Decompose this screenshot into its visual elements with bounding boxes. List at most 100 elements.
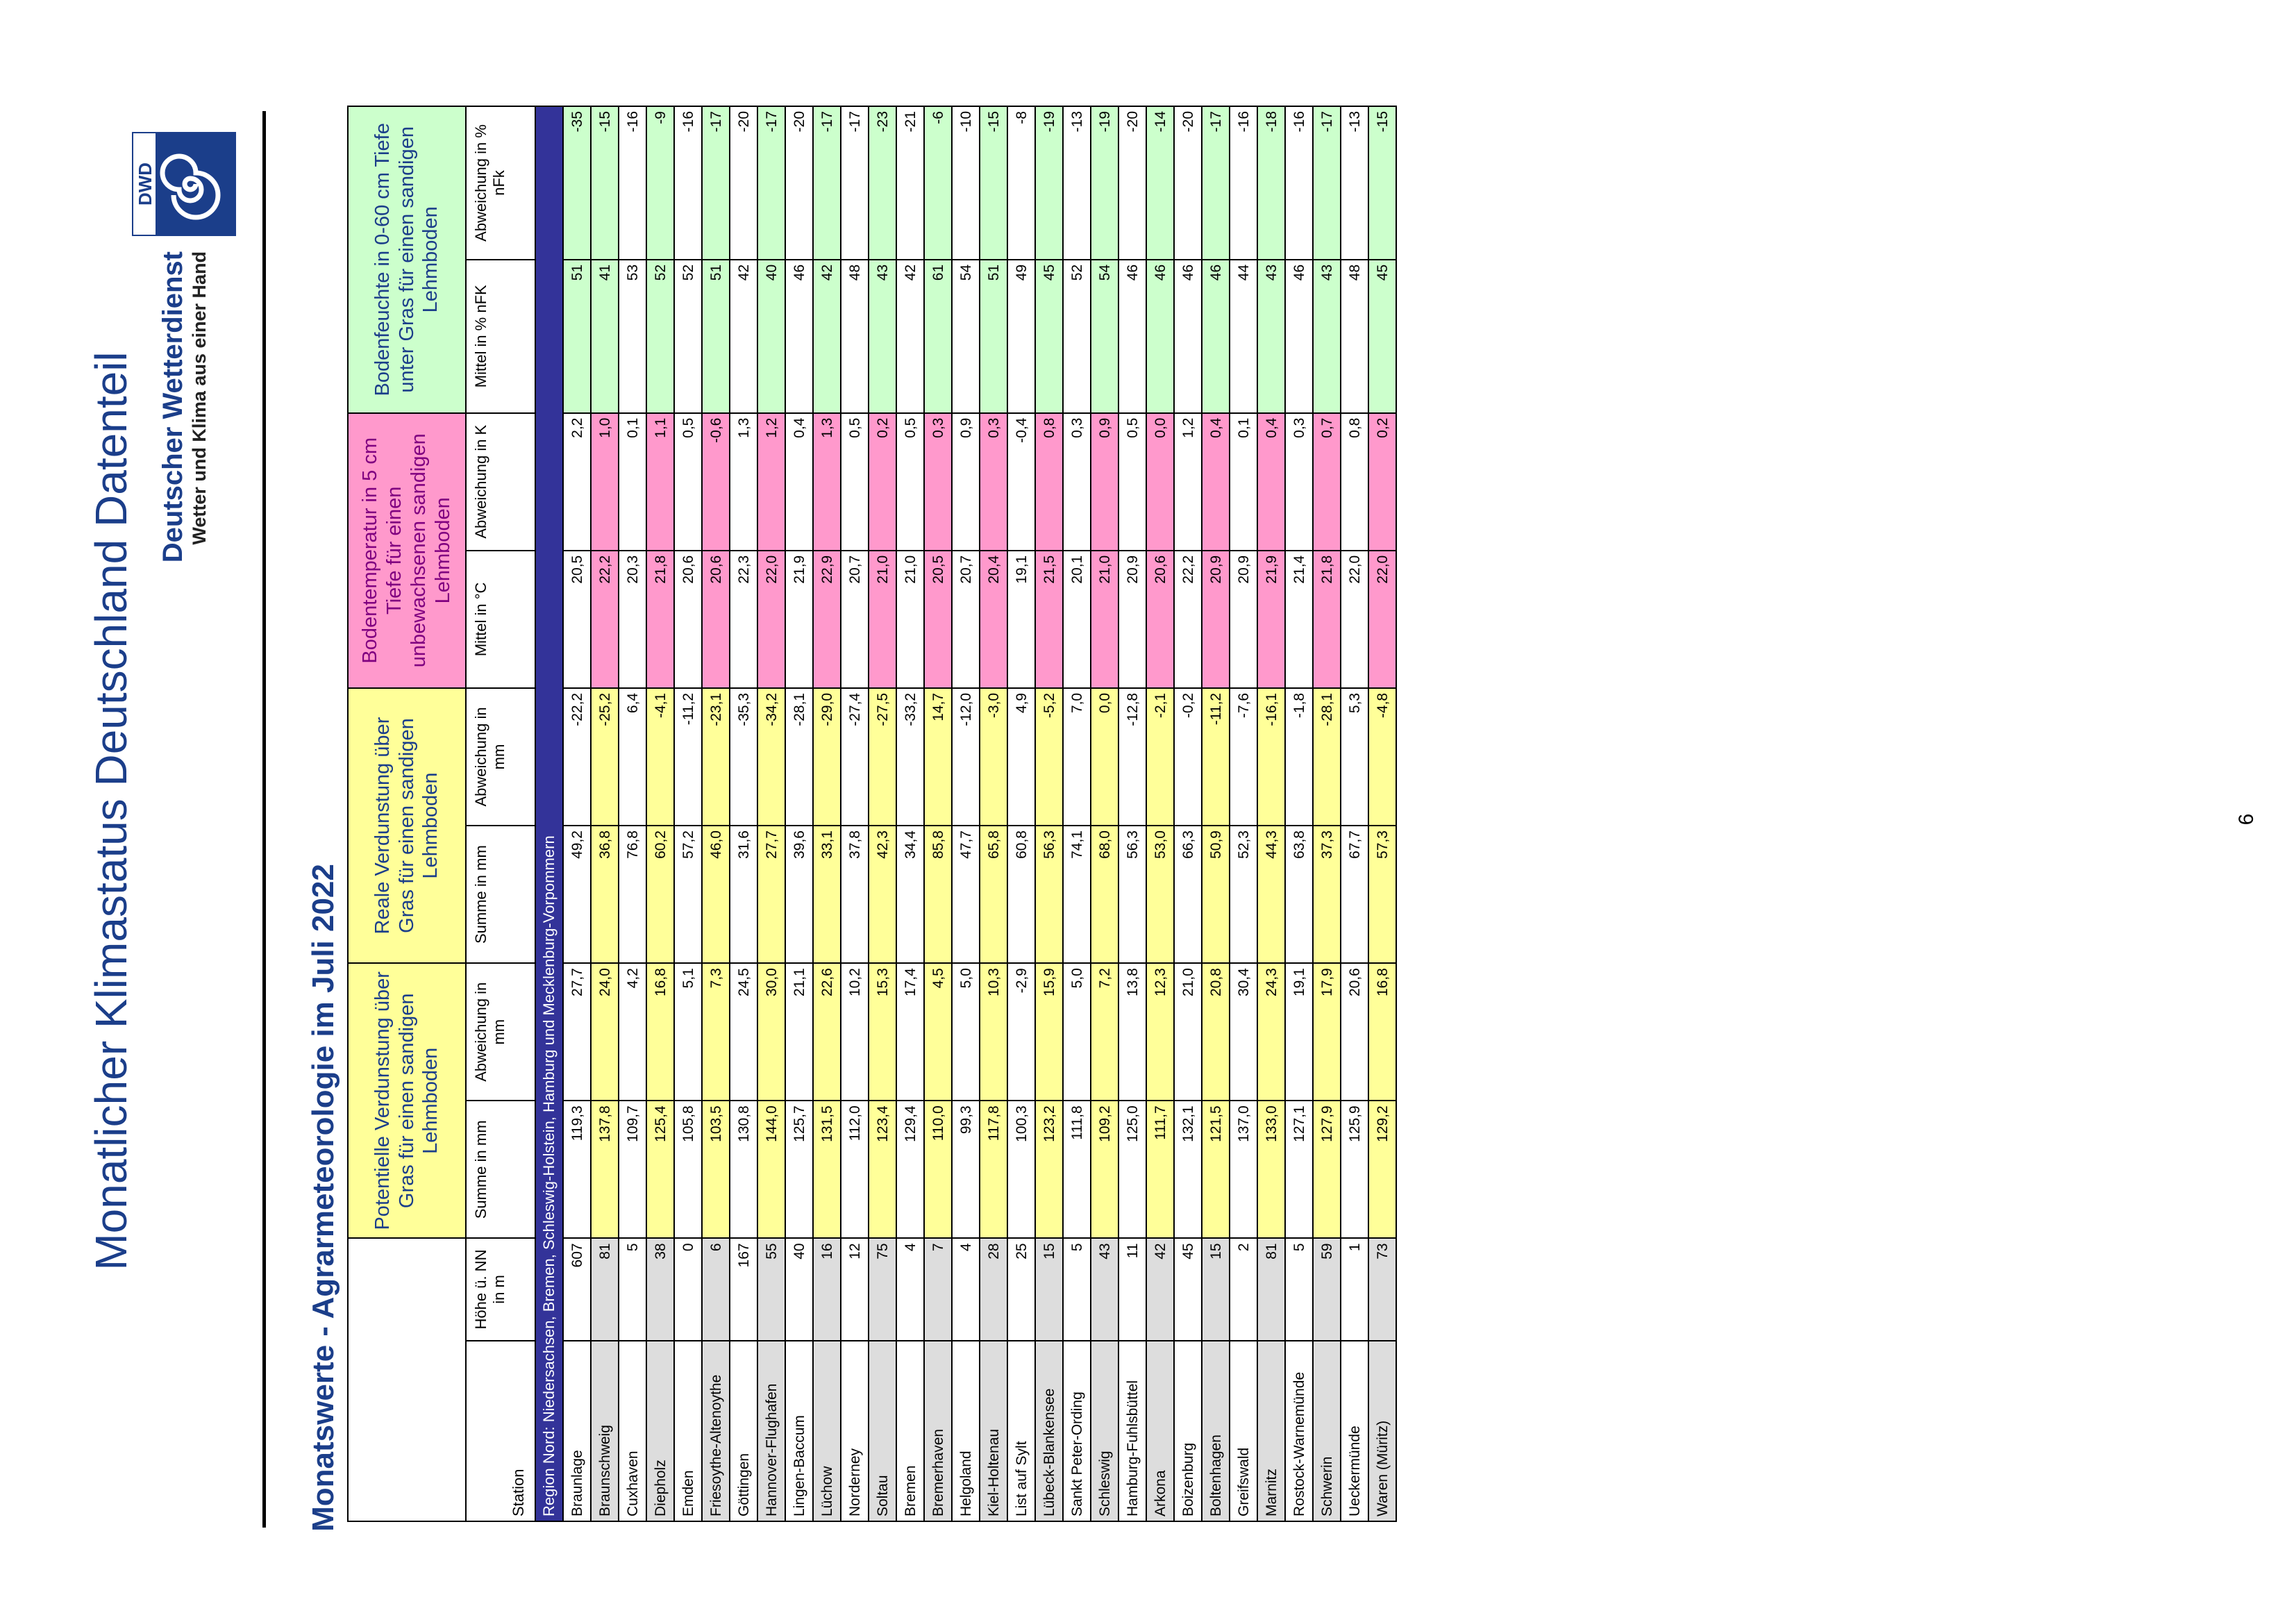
value-cell-md: -13 xyxy=(1063,106,1091,260)
station-cell: Greifswald xyxy=(1230,1340,1257,1521)
value-cell-mm: 42 xyxy=(730,259,757,413)
hoehe-cell: 5 xyxy=(619,1238,646,1341)
value-cell-md: -9 xyxy=(646,106,674,260)
table-row: Arkona 42 111,7 12,3 53,0 -2,1 20,6 0,0 46 -14 xyxy=(1146,106,1174,1521)
value-cell-md: -16 xyxy=(619,106,646,260)
table-row: Ueckermünde 1 125,9 20,6 67,7 5,3 22,0 0,8 48 -13 xyxy=(1341,106,1368,1521)
table-row: Diepholz 38 125,4 16,8 60,2 -4,1 21,8 1,1 52 -9 xyxy=(646,106,674,1521)
value-cell-md: -17 xyxy=(1202,106,1230,260)
value-cell-mm: 44 xyxy=(1230,259,1257,413)
value-cell-td: 0,8 xyxy=(1035,412,1063,551)
hoehe-cell: 55 xyxy=(757,1238,785,1341)
value-cell-rs: 67,7 xyxy=(1341,826,1368,964)
value-cell-pd: 12,3 xyxy=(1146,963,1174,1101)
station-cell: Waren (Müritz) xyxy=(1368,1340,1396,1521)
value-cell-rs: 49,2 xyxy=(563,826,591,964)
value-cell-md: -17 xyxy=(702,106,730,260)
value-cell-md: -17 xyxy=(841,106,869,260)
col-header-real-dev: Abweichung in mm xyxy=(466,687,535,826)
value-cell-pd: 4,5 xyxy=(924,963,952,1101)
value-cell-td: 0,1 xyxy=(619,412,646,551)
value-cell-pd: 10,2 xyxy=(841,963,869,1101)
station-cell: Boltenhagen xyxy=(1202,1340,1230,1521)
value-cell-ps: 99,3 xyxy=(952,1101,980,1239)
col-header-pot-sum: Summe in mm xyxy=(466,1101,535,1239)
value-cell-tm: 22,2 xyxy=(591,550,619,688)
table-row: Waren (Müritz) 73 129,2 16,8 57,3 -4,8 22,0 0,2… xyxy=(1368,106,1396,1521)
value-cell-td: 0,3 xyxy=(1285,412,1313,551)
value-cell-td: 1,1 xyxy=(646,412,674,551)
station-cell: Lüchow xyxy=(813,1340,841,1521)
value-cell-ps: 111,7 xyxy=(1146,1101,1174,1239)
value-cell-rs: 37,3 xyxy=(1313,826,1341,964)
value-cell-ps: 127,1 xyxy=(1285,1101,1313,1239)
data-table: Potentielle Verdunstung über Gras für ei… xyxy=(347,106,1397,1522)
col-header-moist-mean: Mittel in % nFK xyxy=(466,259,535,413)
value-cell-rd: -23,1 xyxy=(702,687,730,826)
value-cell-md: -16 xyxy=(1230,106,1257,260)
value-cell-tm: 21,9 xyxy=(1257,550,1285,688)
value-cell-rs: 68,0 xyxy=(1091,826,1118,964)
hoehe-cell: 38 xyxy=(646,1238,674,1341)
value-cell-mm: 46 xyxy=(785,259,813,413)
col-header-hoehe: Höhe ü. NN in m xyxy=(466,1238,535,1341)
value-cell-rd: -12,0 xyxy=(952,687,980,826)
table-row: Marnitz 81 133,0 24,3 44,3 -16,1 21,9 0,4 43 -18 xyxy=(1257,106,1285,1521)
station-cell: Friesoythe-Altenoythe xyxy=(702,1340,730,1521)
value-cell-md: -15 xyxy=(591,106,619,260)
station-cell: Cuxhaven xyxy=(619,1340,646,1521)
logo-mark-text: DWD xyxy=(135,162,156,206)
value-cell-mm: 51 xyxy=(702,259,730,413)
station-cell: Emden xyxy=(674,1340,702,1521)
value-cell-mm: 52 xyxy=(674,259,702,413)
value-cell-rd: 0,0 xyxy=(1091,687,1118,826)
value-cell-md: -16 xyxy=(674,106,702,260)
table-row: Cuxhaven 5 109,7 4,2 76,8 6,4 20,3 0,1 53 -16 xyxy=(619,106,646,1521)
region-label: Region Nord: Niedersachsen, Bremen, Schl… xyxy=(535,106,563,1521)
station-cell: Marnitz xyxy=(1257,1340,1285,1521)
value-cell-pd: 27,7 xyxy=(563,963,591,1101)
value-cell-rs: 39,6 xyxy=(785,826,813,964)
value-cell-tm: 22,0 xyxy=(757,550,785,688)
value-cell-pd: 15,3 xyxy=(869,963,896,1101)
value-cell-td: -0,4 xyxy=(1007,412,1035,551)
col-header-real-sum: Summe in mm xyxy=(466,826,535,964)
value-cell-pd: 4,2 xyxy=(619,963,646,1101)
value-cell-td: 0,5 xyxy=(674,412,702,551)
value-cell-rd: 4,9 xyxy=(1007,687,1035,826)
value-cell-ps: 109,7 xyxy=(619,1101,646,1239)
value-cell-tm: 20,3 xyxy=(619,550,646,688)
station-cell: Braunlage xyxy=(563,1340,591,1521)
value-cell-rd: -11,2 xyxy=(674,687,702,826)
header-blank xyxy=(348,1238,466,1521)
value-cell-mm: 61 xyxy=(924,259,952,413)
value-cell-td: 0,1 xyxy=(1230,412,1257,551)
value-cell-rs: 46,0 xyxy=(702,826,730,964)
value-cell-tm: 20,4 xyxy=(980,550,1007,688)
table-row: Braunlage 607 119,3 27,7 49,2 -22,2 20,5 2,2 51-… xyxy=(563,106,591,1521)
value-cell-td: 0,3 xyxy=(1063,412,1091,551)
value-cell-ps: 103,5 xyxy=(702,1101,730,1239)
value-cell-md: -16 xyxy=(1285,106,1313,260)
hoehe-cell: 4 xyxy=(896,1238,924,1341)
table-row: Göttingen 167 130,8 24,5 31,6 -35,3 22,3 1,3 42-… xyxy=(730,106,757,1521)
logo-text: Deutscher Wetterdienst Wetter und Klima … xyxy=(158,251,210,590)
value-cell-mm: 43 xyxy=(1313,259,1341,413)
value-cell-mm: 45 xyxy=(1368,259,1396,413)
value-cell-tm: 21,0 xyxy=(869,550,896,688)
value-cell-tm: 20,5 xyxy=(563,550,591,688)
hoehe-cell: 5 xyxy=(1285,1238,1313,1341)
value-cell-td: 0,3 xyxy=(980,412,1007,551)
value-cell-ps: 119,3 xyxy=(563,1101,591,1239)
value-cell-rs: 42,3 xyxy=(869,826,896,964)
value-cell-pd: 5,0 xyxy=(952,963,980,1101)
value-cell-ps: 125,9 xyxy=(1341,1101,1368,1239)
value-cell-mm: 46 xyxy=(1174,259,1202,413)
value-cell-rs: 60,8 xyxy=(1007,826,1035,964)
value-cell-td: 1,2 xyxy=(757,412,785,551)
hoehe-cell: 607 xyxy=(563,1238,591,1341)
hoehe-cell: 0 xyxy=(674,1238,702,1341)
value-cell-td: 2,2 xyxy=(563,412,591,551)
value-cell-ps: 109,2 xyxy=(1091,1101,1118,1239)
value-cell-mm: 43 xyxy=(1257,259,1285,413)
